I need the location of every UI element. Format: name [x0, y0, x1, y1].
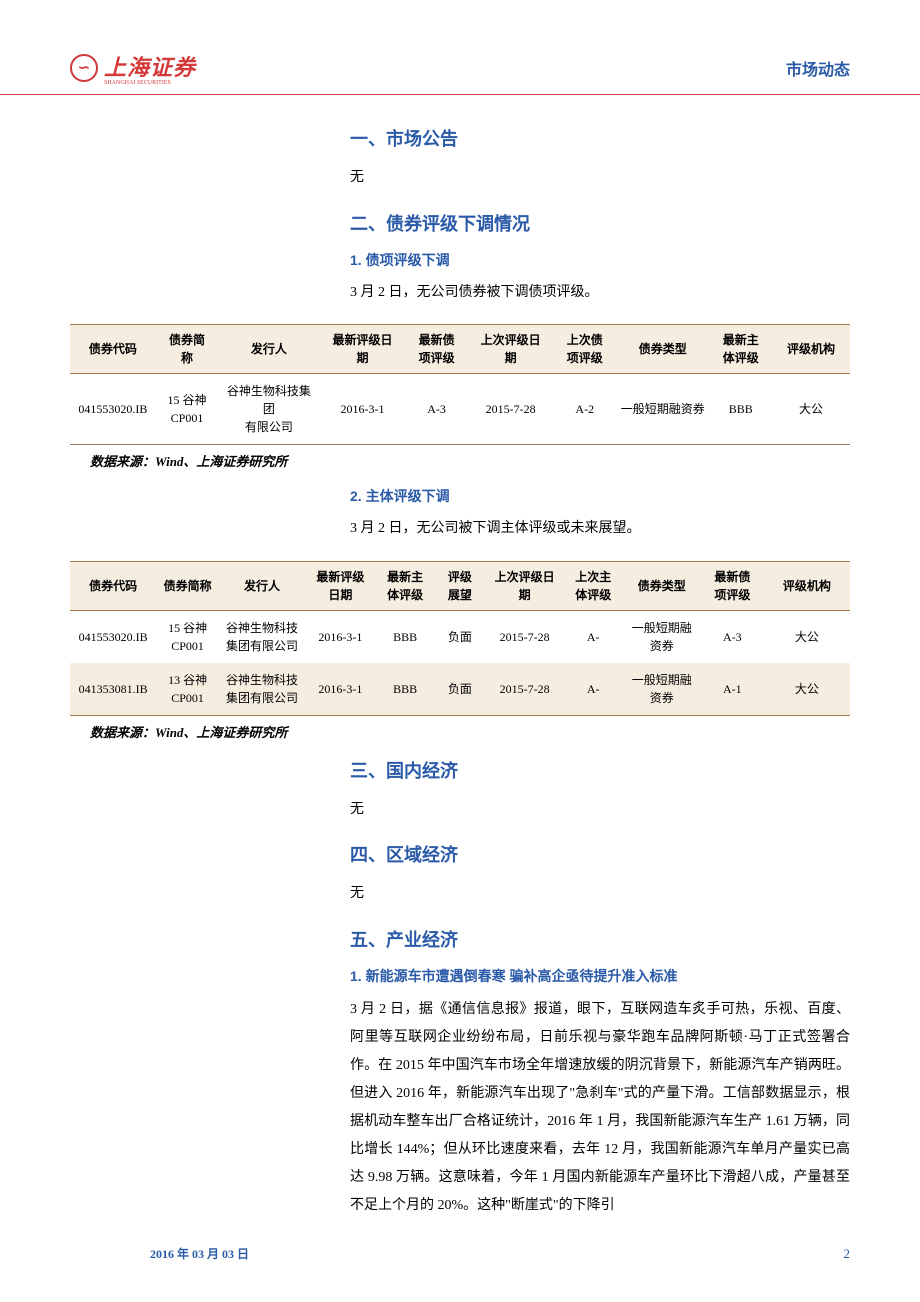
table-header-cell: 最新债项评级 [701, 561, 764, 610]
table-header-row: 债券代码债券简称发行人最新评级日期最新主体评级评级展望上次评级日期上次主体评级债… [70, 561, 850, 610]
table-cell: 谷神生物科技集团有限公司 [219, 610, 305, 663]
table-cell: A- [564, 610, 623, 663]
table-cell: BBB [376, 663, 435, 716]
table-header-row: 债券代码债券简称发行人最新评级日期最新债项评级上次评级日期上次债项评级债券类型最… [70, 325, 850, 374]
section-5-sub1-title: 1. 新能源车市遭遇倒春寒 骗补高企亟待提升准入标准 [350, 966, 850, 986]
table-cell: 一般短期融资券 [623, 610, 701, 663]
table-cell: 13 谷神CP001 [156, 663, 219, 716]
table-row: 041353081.IB13 谷神CP001谷神生物科技集团有限公司2016-3… [70, 663, 850, 716]
table-header-cell: 评级机构 [764, 561, 850, 610]
logo-text-wrap: 上海证券 SHANGHAI SECURITIES [104, 50, 196, 86]
section-3-body: 无 [350, 797, 850, 824]
table-header-cell: 债券简称 [156, 561, 219, 610]
table-header-cell: 上次主体评级 [564, 561, 623, 610]
table-header-cell: 上次评级日期 [485, 561, 563, 610]
footer-page-number: 2 [844, 1246, 851, 1262]
page-footer: 2016 年 03 月 03 日 2 [0, 1245, 920, 1262]
table-cell: 15 谷神CP001 [156, 610, 219, 663]
table-header-cell: 债券代码 [70, 325, 156, 374]
table-cell: A-2 [554, 374, 616, 445]
table-cell: 一般短期融资券 [623, 663, 701, 716]
section-2-sub1-title: 1. 债项评级下调 [350, 250, 850, 270]
table-header-cell: 最新主体评级 [376, 561, 435, 610]
section-2-sub1-para: 3 月 2 日，无公司债券被下调债项评级。 [350, 280, 850, 307]
table-cell: 大公 [764, 610, 850, 663]
table-cell: A-3 [405, 374, 467, 445]
table-row: 041553020.IB15 谷神CP001谷神生物科技集团有限公司2016-3… [70, 610, 850, 663]
section-5-para: 3 月 2 日，据《通信信息报》报道，眼下，互联网造车炙手可热，乐视、百度、阿里… [350, 996, 850, 1220]
table-header-cell: 最新评级日期 [305, 561, 376, 610]
table-header-cell: 最新主体评级 [710, 325, 772, 374]
table-cell: 大公 [764, 663, 850, 716]
footer-date: 2016 年 03 月 03 日 [150, 1245, 249, 1262]
table-cell: 大公 [772, 374, 850, 445]
table-header-cell: 最新评级日期 [320, 325, 406, 374]
table-header-cell: 上次债项评级 [554, 325, 616, 374]
section-1-body: 无 [350, 165, 850, 192]
table-cell: 15 谷神CP001 [156, 374, 218, 445]
section-4-body: 无 [350, 881, 850, 908]
table-cell: 2015-7-28 [485, 663, 563, 716]
table-cell: 041553020.IB [70, 374, 156, 445]
section-2b: 2. 主体评级下调 3 月 2 日，无公司被下调主体评级或未来展望。 [350, 486, 850, 543]
table-cell: 负面 [434, 663, 485, 716]
table-cell: A-1 [701, 663, 764, 716]
table-cell: 2016-3-1 [305, 610, 376, 663]
section-4: 四、区域经济 无 [350, 841, 850, 908]
section-3: 三、国内经济 无 [350, 757, 850, 824]
table-row: 041553020.IB15 谷神CP001谷神生物科技集团有限公司2016-3… [70, 374, 850, 445]
header-category: 市场动态 [786, 56, 850, 80]
page-header: ∽ 上海证券 SHANGHAI SECURITIES 市场动态 [0, 0, 920, 95]
table-header-cell: 上次评级日期 [468, 325, 554, 374]
table-header-cell: 债券类型 [623, 561, 701, 610]
table-cell: 041553020.IB [70, 610, 156, 663]
table-header-cell: 债券代码 [70, 561, 156, 610]
section-3-title: 三、国内经济 [350, 757, 850, 783]
table-cell: 2015-7-28 [468, 374, 554, 445]
table-header-cell: 评级机构 [772, 325, 850, 374]
table-cell: BBB [710, 374, 772, 445]
table-cell: 041353081.IB [70, 663, 156, 716]
logo: ∽ 上海证券 SHANGHAI SECURITIES [70, 50, 196, 86]
table-header-cell: 发行人 [218, 325, 319, 374]
table-header-cell: 发行人 [219, 561, 305, 610]
section-5-title: 五、产业经济 [350, 926, 850, 952]
issuer-rating-table-2: 债券代码债券简称发行人最新评级日期最新主体评级评级展望上次评级日期上次主体评级债… [70, 561, 850, 716]
logo-icon: ∽ [70, 54, 98, 82]
table-cell: BBB [376, 610, 435, 663]
section-2-sub2-title: 2. 主体评级下调 [350, 486, 850, 506]
section-2-sub2-para: 3 月 2 日，无公司被下调主体评级或未来展望。 [350, 516, 850, 543]
data-source-1: 数据来源：Wind、上海证券研究所 [90, 451, 850, 470]
table-cell: 2016-3-1 [305, 663, 376, 716]
section-2: 二、债券评级下调情况 1. 债项评级下调 3 月 2 日，无公司债券被下调债项评… [350, 210, 850, 307]
table-cell: A-3 [701, 610, 764, 663]
table-cell: 谷神生物科技集团有限公司 [219, 663, 305, 716]
section-4-title: 四、区域经济 [350, 841, 850, 867]
table-cell: A- [564, 663, 623, 716]
content: 一、市场公告 无 二、债券评级下调情况 1. 债项评级下调 3 月 2 日，无公… [0, 95, 920, 1220]
section-2-title: 二、债券评级下调情况 [350, 210, 850, 236]
table-cell: 2015-7-28 [485, 610, 563, 663]
table-header-cell: 评级展望 [434, 561, 485, 610]
table-header-cell: 债券类型 [616, 325, 710, 374]
table-header-cell: 债券简称 [156, 325, 218, 374]
table-cell: 2016-3-1 [320, 374, 406, 445]
data-source-2: 数据来源：Wind、上海证券研究所 [90, 722, 850, 741]
table-cell: 一般短期融资券 [616, 374, 710, 445]
table-cell: 负面 [434, 610, 485, 663]
section-1: 一、市场公告 无 [350, 125, 850, 192]
section-5: 五、产业经济 1. 新能源车市遭遇倒春寒 骗补高企亟待提升准入标准 3 月 2 … [350, 926, 850, 1220]
bond-rating-table-1: 债券代码债券简称发行人最新评级日期最新债项评级上次评级日期上次债项评级债券类型最… [70, 324, 850, 445]
table-cell: 谷神生物科技集团有限公司 [218, 374, 319, 445]
logo-text: 上海证券 [104, 50, 196, 82]
section-1-title: 一、市场公告 [350, 125, 850, 151]
table-header-cell: 最新债项评级 [405, 325, 467, 374]
